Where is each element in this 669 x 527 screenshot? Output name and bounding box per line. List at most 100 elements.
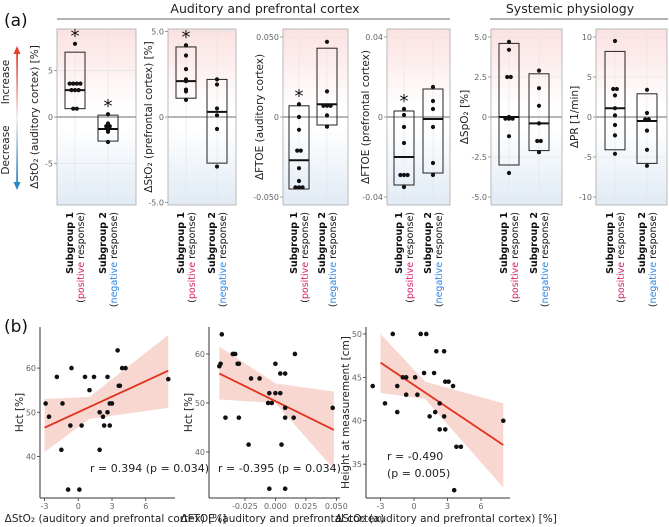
data-point xyxy=(506,39,512,44)
data-point xyxy=(614,86,619,92)
data-point xyxy=(214,126,220,132)
data-point xyxy=(430,84,436,90)
response-suffix: response) xyxy=(187,212,198,262)
data-point xyxy=(324,124,330,129)
data-point xyxy=(612,133,618,138)
data-point xyxy=(87,387,92,393)
data-point xyxy=(282,405,288,411)
data-point xyxy=(236,415,242,420)
data-point xyxy=(401,106,407,112)
response-prefix: ( xyxy=(187,299,198,303)
data-point xyxy=(535,138,540,144)
data-point xyxy=(298,148,303,153)
y-tick-label: 10 xyxy=(582,33,592,42)
data-point xyxy=(279,442,284,447)
data-point xyxy=(292,351,298,357)
data-point xyxy=(430,172,436,178)
data-point xyxy=(401,172,407,178)
response-suffix: response) xyxy=(540,212,551,262)
response-word: negative xyxy=(218,262,229,304)
data-point xyxy=(214,113,220,118)
data-point xyxy=(328,103,333,108)
x-tick-label: 0.025 xyxy=(294,502,317,511)
data-point xyxy=(427,414,432,419)
data-point xyxy=(330,405,335,411)
x-tick-label: 0 xyxy=(411,502,416,511)
data-point xyxy=(644,163,650,168)
data-point xyxy=(432,409,438,415)
data-point xyxy=(277,371,283,376)
x-tick-label: 0 xyxy=(76,502,81,511)
category-response: (negative response) xyxy=(218,212,229,307)
data-point xyxy=(644,147,650,152)
category-response: (negative response) xyxy=(648,212,659,307)
data-point xyxy=(321,103,326,108)
data-point xyxy=(644,110,650,116)
data-point xyxy=(324,103,330,108)
y-tick-label: 50 xyxy=(26,408,36,417)
data-point xyxy=(214,106,220,111)
data-point xyxy=(97,447,102,453)
x-axis-title: ΔFTOE (auditory and prefrontal cortex) xyxy=(180,513,384,525)
response-suffix: response) xyxy=(328,212,339,262)
correlation-annotation: r = -0.395 (p = 0.034) xyxy=(218,462,341,475)
direction-arrow xyxy=(13,46,21,190)
category-response: (positive response) xyxy=(616,212,627,303)
data-point xyxy=(68,423,73,428)
y-axis-title: ΔFTOE (auditory cortex) xyxy=(254,54,266,180)
data-point xyxy=(295,148,300,153)
y-tick-label: 0 xyxy=(48,113,53,122)
x-tick-label: 0.000 xyxy=(264,502,287,511)
data-point xyxy=(65,487,71,492)
data-point xyxy=(430,124,436,130)
response-prefix: ( xyxy=(300,299,311,303)
category-label: Subgroup 2 xyxy=(98,212,109,274)
category-response: (positive response) xyxy=(187,212,198,303)
data-point xyxy=(296,185,302,190)
data-point xyxy=(370,383,375,389)
data-point xyxy=(382,401,388,406)
data-point xyxy=(412,375,418,380)
data-point xyxy=(282,486,288,491)
data-point xyxy=(508,74,513,80)
response-suffix: response) xyxy=(405,212,416,262)
data-point xyxy=(506,134,512,139)
data-point xyxy=(183,67,189,72)
confidence-band xyxy=(219,346,334,470)
data-point xyxy=(79,423,84,428)
data-point xyxy=(109,401,115,406)
y-tick-label: 50 xyxy=(352,330,362,339)
data-point xyxy=(401,184,407,190)
data-point xyxy=(401,140,407,146)
data-point xyxy=(214,82,220,87)
header-systemic: Systemic physiology xyxy=(506,1,635,16)
data-point xyxy=(282,371,288,376)
response-word: positive xyxy=(76,262,87,299)
category-label: Subgroup 2 xyxy=(529,212,540,274)
data-point xyxy=(72,41,78,46)
data-point xyxy=(69,365,74,371)
significance-star: * xyxy=(104,96,113,117)
category-response: (negative response) xyxy=(540,212,551,307)
response-suffix: response) xyxy=(300,212,311,262)
data-point xyxy=(503,116,508,121)
data-point xyxy=(54,374,60,380)
y-tick-label: 0.050 xyxy=(256,33,279,42)
category-response: (negative response) xyxy=(109,212,120,307)
category-response: (positive response) xyxy=(300,212,311,303)
response-suffix: response) xyxy=(109,212,120,262)
data-point xyxy=(46,414,52,419)
response-word: positive xyxy=(300,262,311,299)
data-point xyxy=(246,442,251,447)
data-point xyxy=(82,374,88,380)
data-point xyxy=(611,86,616,92)
arrow-down-icon xyxy=(13,182,21,190)
data-point xyxy=(165,376,171,382)
x-tick-label: 3 xyxy=(109,502,114,511)
response-suffix: response) xyxy=(76,212,87,262)
category-response: (positive response) xyxy=(76,212,87,303)
data-point xyxy=(183,89,189,94)
data-point xyxy=(91,374,97,380)
